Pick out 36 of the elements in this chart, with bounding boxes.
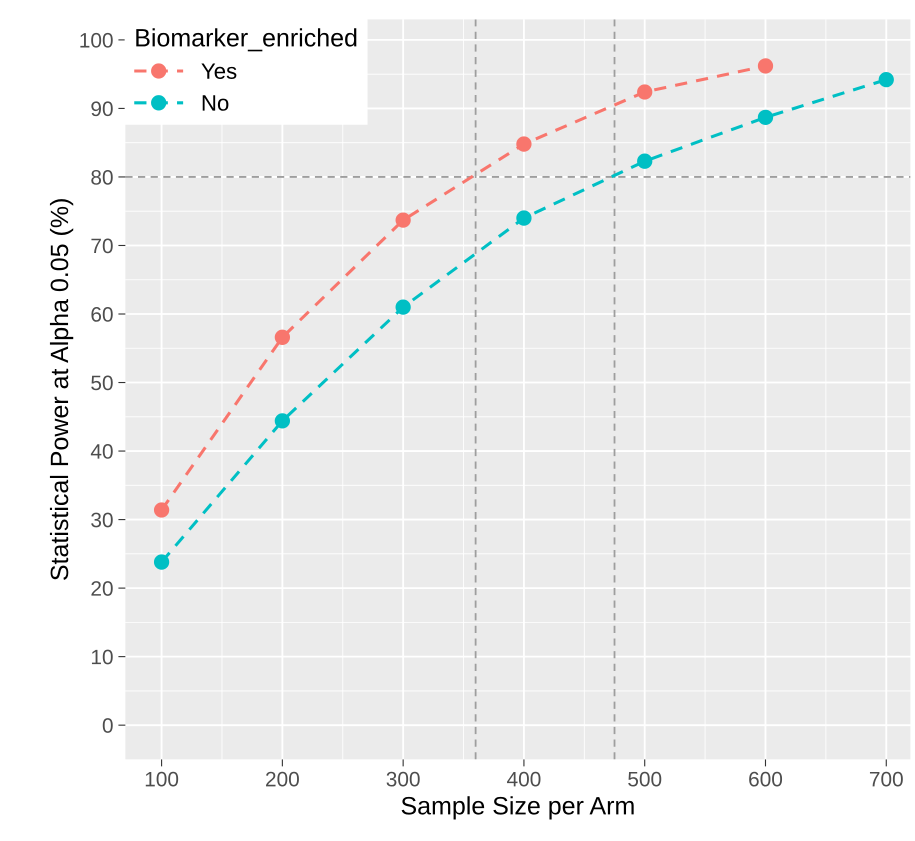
point bbox=[396, 212, 411, 228]
point bbox=[878, 72, 894, 88]
x-tick-label: 200 bbox=[266, 772, 299, 787]
x-tick-label: 600 bbox=[749, 772, 782, 787]
point bbox=[154, 554, 170, 570]
x-tick-label: 400 bbox=[507, 772, 540, 787]
y-tick-label: 20 bbox=[91, 581, 113, 596]
point bbox=[516, 136, 532, 152]
point bbox=[637, 84, 652, 100]
point bbox=[758, 110, 774, 125]
y-tick-label: 70 bbox=[91, 238, 113, 254]
x-tick-label: 500 bbox=[628, 772, 662, 787]
point bbox=[396, 300, 411, 315]
x-axis-title: Sample Size per Arm bbox=[402, 796, 634, 820]
y-tick-label: 60 bbox=[91, 307, 113, 322]
y-tick-label: 50 bbox=[91, 376, 113, 390]
legend-label: Yes bbox=[201, 63, 236, 79]
y-tick-label: 40 bbox=[90, 444, 113, 459]
legend-label: No bbox=[202, 95, 228, 111]
point bbox=[758, 58, 774, 74]
y-tick-label: 100 bbox=[80, 32, 113, 48]
y-tick-label: 30 bbox=[91, 512, 113, 528]
x-tick-label: 300 bbox=[386, 772, 420, 787]
y-tick-label: 80 bbox=[91, 170, 113, 185]
y-tick-label: 10 bbox=[92, 650, 113, 664]
x-tick-label: 700 bbox=[870, 772, 903, 787]
point bbox=[637, 154, 652, 169]
point bbox=[516, 210, 532, 226]
x-tick-label: 100 bbox=[146, 772, 178, 787]
point bbox=[154, 502, 170, 518]
y-axis-title: Statistical Power at Alpha 0.05 (%) bbox=[50, 199, 74, 580]
legend-title: Biomarker_enriched bbox=[136, 28, 356, 52]
point bbox=[274, 330, 290, 345]
y-tick-label: 0 bbox=[102, 718, 113, 733]
y-tick-label: 90 bbox=[91, 101, 113, 116]
point bbox=[274, 413, 290, 429]
